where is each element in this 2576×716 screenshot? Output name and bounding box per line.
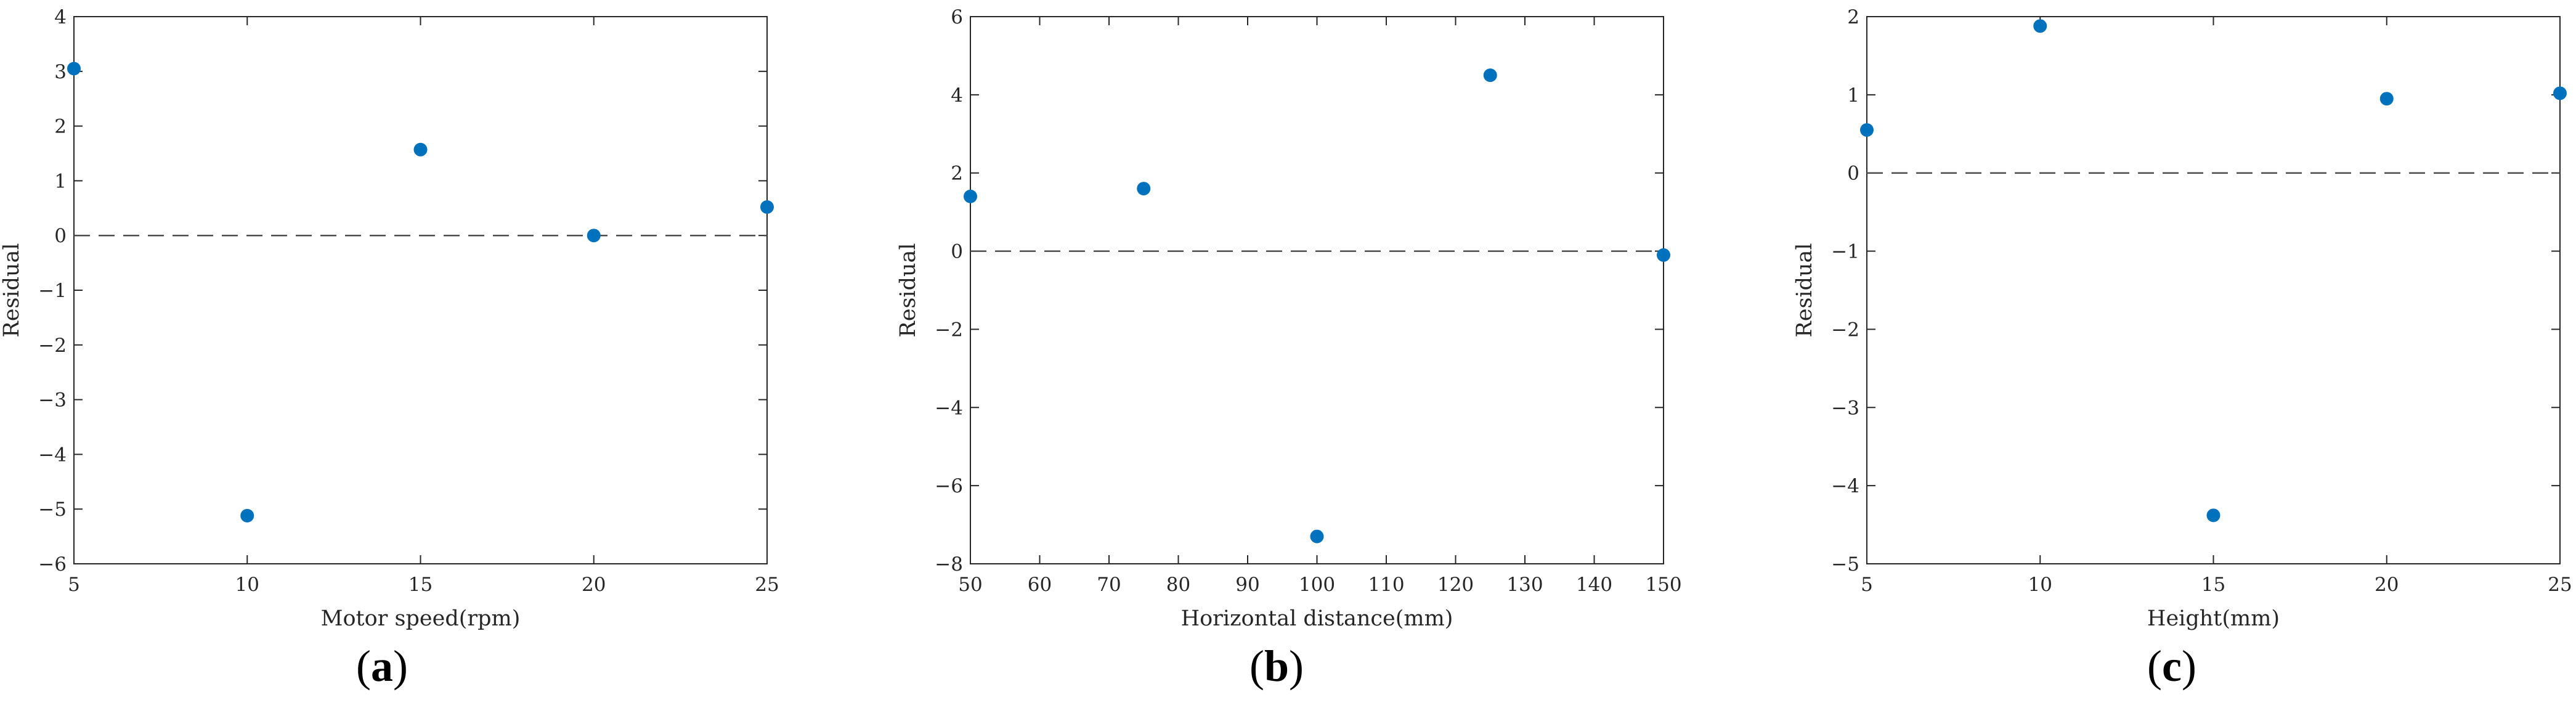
x-axis-label: Horizontal distance(mm) — [1181, 606, 1453, 631]
y-tick-label: 2 — [951, 163, 963, 185]
y-tick-label: −2 — [1831, 319, 1859, 341]
y-tick-label: 4 — [951, 84, 963, 107]
y-axis-label: Residual — [0, 243, 24, 337]
data-point — [964, 189, 977, 203]
x-tick-label: 90 — [1235, 574, 1259, 596]
y-tick-label: −5 — [1831, 553, 1859, 576]
panel-label-c: (c) — [2147, 641, 2196, 691]
x-tick-label: 20 — [2375, 574, 2399, 596]
y-tick-label: 2 — [54, 116, 67, 138]
x-tick-label: 70 — [1097, 574, 1121, 596]
x-tick-label: 100 — [1299, 574, 1335, 596]
chart-panel-c: 5 10 15 20 25 −5 −4 −3 −2 −1 0 1 2 Height(mm) Residual — [1792, 6, 2572, 631]
y-tick-label: −4 — [38, 444, 67, 466]
x-tick-label: 10 — [235, 574, 259, 596]
x-tick-label: 80 — [1166, 574, 1190, 596]
chart-panel-b: 50 60 70 80 90 100 110 120 130 140 150 −8 −6 −4 −2 0 2 4 6… — [896, 6, 1682, 631]
data-point — [1860, 123, 1874, 137]
data-point — [413, 142, 428, 157]
y-tick-label: −2 — [935, 319, 963, 341]
y-tick-label: −3 — [1831, 397, 1859, 419]
y-tick-label: −2 — [38, 335, 67, 357]
y-tick-label: 2 — [1847, 6, 1859, 28]
x-tick-label: 5 — [1861, 574, 1873, 596]
y-tick-label: −5 — [38, 498, 67, 521]
y-tick-label: −6 — [38, 553, 67, 576]
x-tick-label: 140 — [1576, 574, 1612, 596]
data-point — [240, 508, 254, 523]
x-tick-label: 50 — [958, 574, 982, 596]
x-tick-label: 10 — [2028, 574, 2052, 596]
x-tick-label: 15 — [2201, 574, 2225, 596]
y-tick-label: 0 — [54, 225, 67, 247]
data-point — [1483, 68, 1497, 83]
data-point — [2206, 508, 2220, 523]
y-tick-label: −4 — [1831, 475, 1859, 497]
x-tick-label: 60 — [1028, 574, 1052, 596]
x-tick-label: 15 — [408, 574, 433, 596]
y-axis-label: Residual — [1792, 243, 1817, 337]
x-tick-label: 20 — [582, 574, 606, 596]
data-point — [2553, 86, 2567, 100]
y-tick-label: 0 — [1847, 163, 1859, 185]
data-point — [2379, 92, 2394, 106]
chart-panel-a: 5 10 15 20 25 −6 −5 −4 −3 −2 −1 0 1 2 3 4 Motor speed(rp… — [0, 6, 779, 631]
y-tick-label: 1 — [54, 170, 67, 192]
y-tick-label: 6 — [951, 6, 963, 28]
y-tick-label: 0 — [951, 241, 963, 263]
x-tick-label: 5 — [68, 574, 80, 596]
data-point — [1657, 248, 1670, 262]
y-tick-label: −6 — [935, 475, 963, 497]
y-tick-label: −8 — [935, 553, 963, 576]
y-tick-label: −1 — [38, 280, 67, 302]
panel-label-a: (a) — [356, 641, 408, 691]
y-tick-label: 3 — [54, 61, 67, 83]
x-axis-label: Height(mm) — [2147, 606, 2280, 631]
x-tick-label: 25 — [755, 574, 779, 596]
x-axis-label: Motor speed(rpm) — [321, 606, 521, 631]
data-point — [760, 200, 774, 214]
y-tick-label: −3 — [38, 389, 67, 412]
x-tick-label: 130 — [1506, 574, 1543, 596]
y-axis-label: Residual — [896, 243, 920, 337]
y-tick-label: −1 — [1831, 241, 1859, 263]
x-tick-label: 150 — [1645, 574, 1681, 596]
y-tick-label: 4 — [54, 6, 67, 28]
y-tick-label: −4 — [935, 397, 963, 419]
x-tick-label: 110 — [1368, 574, 1404, 596]
data-point — [2033, 19, 2047, 33]
data-point — [1137, 182, 1151, 196]
data-point — [67, 62, 81, 76]
x-tick-label: 25 — [2548, 574, 2572, 596]
panel-label-b: (b) — [1249, 641, 1304, 691]
y-tick-label: 1 — [1847, 84, 1859, 107]
plot-frame — [1866, 16, 2561, 564]
plot-frame — [73, 16, 768, 564]
plot-frame — [970, 16, 1664, 564]
data-point — [587, 229, 601, 243]
x-tick-label: 120 — [1437, 574, 1474, 596]
data-point — [1310, 529, 1324, 543]
